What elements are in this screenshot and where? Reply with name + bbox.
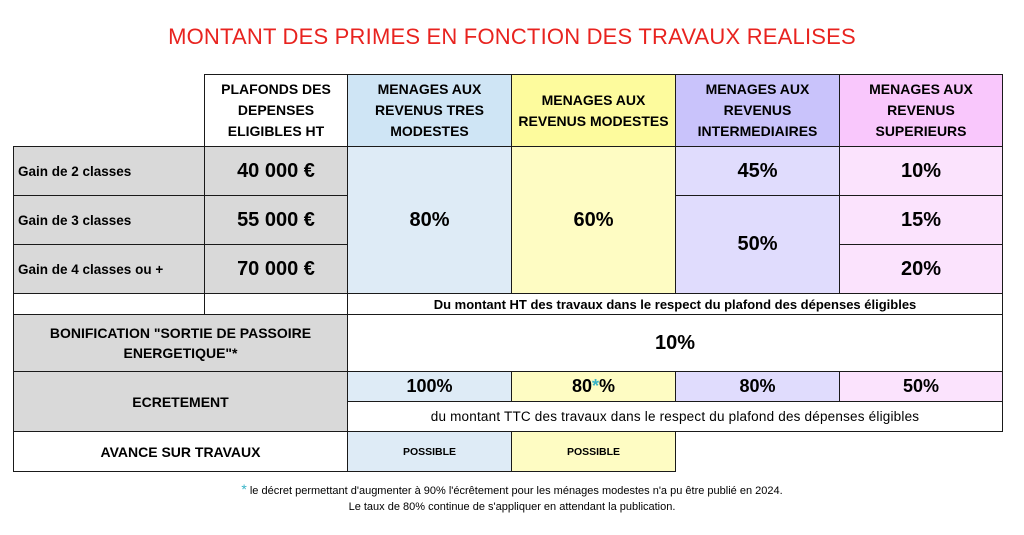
note-montant-ttc: du montant TTC des travaux dans le respe… [347, 401, 1003, 432]
rate-tres-modestes: 80% [347, 146, 512, 294]
bonification-value: 10% [347, 314, 1003, 372]
ecretement-label: ECRETEMENT [13, 371, 348, 432]
footnote-line-2: Le taux de 80% continue de s'appliquer e… [348, 501, 676, 513]
row-label-gain-4: Gain de 4 classes ou + [13, 244, 205, 294]
empty-corner [14, 75, 205, 147]
primes-table: PLAFONDS DES DEPENSES ELIGIBLES HT MENAG… [13, 74, 1003, 472]
empty-cell-note-mid [204, 293, 348, 315]
row-label-gain-3: Gain de 3 classes [13, 195, 205, 245]
ecretement-modestes: 80*% [511, 371, 676, 402]
bonification-label: BONIFICATION "SORTIE DE PASSOIRE ENERGET… [13, 314, 348, 372]
avance-modestes: POSSIBLE [511, 431, 676, 472]
plafond-gain-4: 70 000 € [204, 244, 348, 294]
avance-tres-modestes: POSSIBLE [347, 431, 512, 472]
ecretement-intermediaires: 80% [675, 371, 840, 402]
rate-superieurs-gain-4: 20% [839, 244, 1003, 294]
rate-intermediaires-gain-3-4: 50% [675, 195, 840, 294]
empty-cell-note-left [13, 293, 205, 315]
note-montant-ht: Du montant HT des travaux dans le respec… [347, 293, 1003, 315]
rate-intermediaires-gain-2: 45% [675, 146, 840, 196]
ecretement-superieurs: 50% [839, 371, 1003, 402]
ecretement-modestes-percent: % [599, 376, 616, 396]
empty-avance-intermediaires [676, 432, 840, 472]
footnote-line-1: * le décret permettant d'augmenter à 90%… [0, 481, 1024, 497]
rate-superieurs-gain-3: 15% [839, 195, 1003, 245]
header-intermediaires: MENAGES AUX REVENUS INTERMEDIAIRES [675, 74, 840, 147]
footnote-text-1: le décret permettant d'augmenter à 90% l… [246, 485, 783, 497]
page-title: MONTANT DES PRIMES EN FONCTION DES TRAVA… [168, 24, 856, 49]
ecretement-modestes-value: 80 [571, 376, 592, 396]
asterisk-marker: * [592, 376, 600, 396]
header-modestes: MENAGES AUX REVENUS MODESTES [511, 74, 676, 147]
plafond-gain-3: 55 000 € [204, 195, 348, 245]
header-tres-modestes: MENAGES AUX REVENUS TRES MODESTES [347, 74, 512, 147]
empty-avance-superieurs [840, 432, 1003, 472]
row-label-gain-2: Gain de 2 classes [13, 146, 205, 196]
ecretement-tres-modestes: 100% [347, 371, 512, 402]
header-superieurs: MENAGES AUX REVENUS SUPERIEURS [839, 74, 1003, 147]
footnote-asterisk: * [241, 481, 247, 497]
rate-superieurs-gain-2: 10% [839, 146, 1003, 196]
header-plafonds: PLAFONDS DES DEPENSES ELIGIBLES HT [204, 74, 348, 147]
avance-label: AVANCE SUR TRAVAUX [13, 431, 348, 472]
rate-modestes: 60% [511, 146, 676, 294]
plafond-gain-2: 40 000 € [204, 146, 348, 196]
